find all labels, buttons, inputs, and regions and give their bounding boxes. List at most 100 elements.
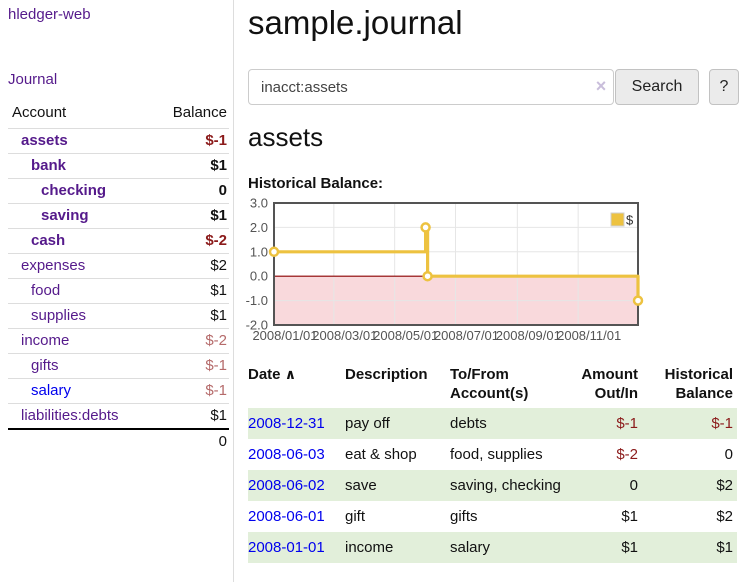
account-balance: $-1 <box>151 128 229 154</box>
register-balance: $1 <box>716 539 733 556</box>
account-link[interactable]: cash <box>31 232 66 249</box>
register-description: pay off <box>345 415 390 432</box>
register-header-balance: Historical Balance <box>664 366 733 402</box>
account-link[interactable]: saving <box>41 207 89 224</box>
register-description: income <box>345 539 394 556</box>
account-link[interactable]: food <box>31 282 61 299</box>
register-balance: 0 <box>724 446 733 463</box>
account-balance: $1 <box>151 153 229 179</box>
y-axis-tick-label: 1.0 <box>250 244 268 259</box>
register-row: 2008-01-01 income salary $1 $1 <box>248 532 737 563</box>
register-accounts: debts <box>450 415 487 432</box>
register-row: 2008-06-03 eat & shop food, supplies $-2 0 <box>248 439 737 470</box>
clear-search-icon[interactable]: × <box>595 76 607 96</box>
account-row: checking 0 <box>8 178 229 204</box>
register-row: 2008-12-31 pay off debts $-1 $-1 <box>248 408 737 439</box>
data-point-marker <box>420 222 431 233</box>
register-header-description: Description <box>345 366 428 383</box>
register-balance: $2 <box>716 477 733 494</box>
register-header-accounts: To/From Account(s) <box>450 366 529 402</box>
y-axis-tick-label: -1.0 <box>246 293 268 308</box>
account-balance: $2 <box>151 253 229 279</box>
x-axis-tick-label: 2008/07/01 <box>434 328 499 343</box>
transaction-date-link[interactable]: 2008-01-01 <box>248 539 325 556</box>
account-link[interactable]: salary <box>31 382 72 399</box>
register-header-row: Date ∧ Description To/From Account(s) Am… <box>248 360 737 408</box>
account-row: liabilities:debts $1 <box>8 403 229 429</box>
accounts-total-value: 0 <box>151 428 229 454</box>
register-amount: $1 <box>621 539 638 556</box>
account-row: supplies $1 <box>8 303 229 329</box>
account-balance: 0 <box>151 178 229 204</box>
y-axis-tick-label: 0.0 <box>250 269 268 284</box>
register-row: 2008-06-01 gift gifts $1 $2 <box>248 501 737 532</box>
register-table: Date ∧ Description To/From Account(s) Am… <box>248 360 737 563</box>
account-row: gifts $-1 <box>8 353 229 379</box>
account-link[interactable]: liabilities:debts <box>21 407 119 424</box>
register-balance: $2 <box>716 508 733 525</box>
x-axis-tick-label: 2008/05/01 <box>373 328 438 343</box>
register-accounts: saving, checking <box>450 477 561 494</box>
register-header-date[interactable]: Date ∧ <box>248 366 296 383</box>
account-balance: $1 <box>151 403 229 429</box>
register-row: 2008-06-02 save saving, checking 0 $2 <box>248 470 737 501</box>
account-link[interactable]: supplies <box>31 307 87 324</box>
account-balance: $-1 <box>151 353 229 379</box>
x-axis-tick-label: 2008/03/01 <box>312 328 377 343</box>
account-row: salary $-1 <box>8 378 229 404</box>
y-axis-tick-label: 2.0 <box>250 220 268 235</box>
register-amount: $-1 <box>616 415 638 432</box>
register-description: gift <box>345 508 366 525</box>
page-title: sample.journal <box>248 4 463 41</box>
chart-heading: Historical Balance: <box>248 175 384 192</box>
account-row: bank $1 <box>8 153 229 179</box>
register-amount: $-2 <box>616 446 638 463</box>
register-header-amount: Amount Out/In <box>581 366 638 402</box>
account-row: assets $-1 <box>8 128 229 154</box>
sort-asc-icon: ∧ <box>284 366 296 382</box>
account-balance: $-2 <box>151 228 229 254</box>
search-input[interactable] <box>248 69 614 105</box>
account-link[interactable]: checking <box>41 182 107 199</box>
legend-label: $ <box>626 213 634 228</box>
register-amount: 0 <box>629 477 638 494</box>
transaction-date-link[interactable]: 2008-06-03 <box>248 446 325 463</box>
x-axis-tick-label: 2008/11/01 <box>557 328 621 343</box>
account-row: expenses $2 <box>8 253 229 279</box>
y-axis-tick-label: 3.0 <box>250 196 268 211</box>
register-amount: $1 <box>621 508 638 525</box>
account-link[interactable]: gifts <box>31 357 59 374</box>
account-balance: $1 <box>151 303 229 329</box>
sidebar-divider <box>233 0 234 582</box>
historical-balance-chart: 3.0 2.0 1.0 0.0 -1.0 -2.02008/01/012008/03/01… <box>246 196 644 343</box>
account-row: income $-2 <box>8 328 229 354</box>
register-accounts: food, supplies <box>450 446 543 463</box>
register-balance: $-1 <box>711 415 733 432</box>
register-accounts: gifts <box>450 508 478 525</box>
account-link[interactable]: bank <box>31 157 67 174</box>
y-axis-tick-label: -2.0 <box>246 318 268 333</box>
account-link[interactable]: assets <box>21 132 68 149</box>
data-point-marker <box>268 246 280 258</box>
accounts-header-balance: Balance <box>172 104 227 121</box>
register-accounts: salary <box>450 539 491 556</box>
brand-link[interactable]: hledger-web <box>8 6 91 23</box>
register-description: eat & shop <box>345 446 417 463</box>
sidebar-item-journal[interactable]: Journal <box>8 71 58 88</box>
accounts-table: Account Balance assets $-1 bank $1 checking 0… <box>8 100 229 454</box>
account-balance: $-1 <box>151 378 229 404</box>
transaction-date-link[interactable]: 2008-06-02 <box>248 477 325 494</box>
legend-swatch <box>610 212 625 227</box>
account-row: saving $1 <box>8 203 229 229</box>
plot-border <box>273 202 639 326</box>
transaction-date-link[interactable]: 2008-12-31 <box>248 415 325 432</box>
chart-legend: $ <box>610 212 634 228</box>
help-button[interactable]: ? <box>709 69 739 105</box>
account-link[interactable]: expenses <box>21 257 86 274</box>
account-title: assets <box>248 122 324 152</box>
account-link[interactable]: income <box>21 332 70 349</box>
transaction-date-link[interactable]: 2008-06-01 <box>248 508 325 525</box>
accounts-header-account: Account <box>12 104 67 121</box>
search-button[interactable]: Search <box>615 69 699 105</box>
register-description: save <box>345 477 377 494</box>
